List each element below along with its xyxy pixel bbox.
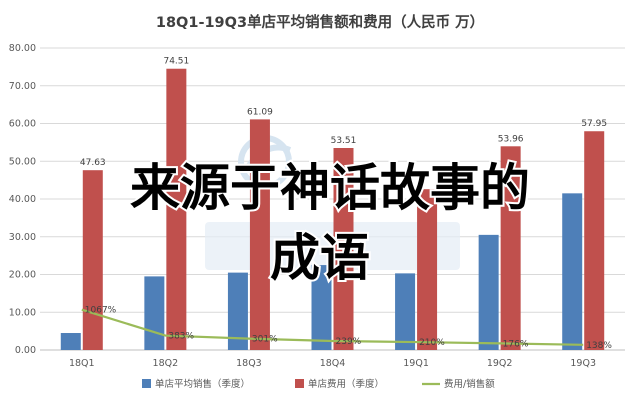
sales-bar <box>311 265 332 350</box>
sales-bar <box>227 272 248 350</box>
x-category-label: 19Q3 <box>570 358 596 369</box>
cost-data-label: 57.95 <box>581 119 607 129</box>
legend-label: 单店平均销售（季度） <box>155 378 250 390</box>
cost-data-label: 61.09 <box>247 107 273 117</box>
ratio-data-label: 1067% <box>85 306 117 316</box>
ratio-data-label: 301% <box>252 335 278 345</box>
x-category-label: 18Q3 <box>236 358 262 369</box>
ratio-data-label: 138% <box>586 341 612 351</box>
x-category-label: 18Q1 <box>69 358 95 369</box>
legend-label: 费用/销售额 <box>444 378 495 390</box>
sales-bar <box>144 276 165 350</box>
overlay-caption: 来源于神话故事的 成语 <box>128 157 532 289</box>
legend-swatch <box>295 379 304 388</box>
series-ratio-labels: 1067% 383% 301% 239% 210% 176% 138% <box>85 306 613 351</box>
chart-title: 18Q1-19Q3单店平均销售额和费用（人民币 万） <box>156 13 484 31</box>
series-ratio-line <box>81 308 584 346</box>
y-tick-label: 10.00 <box>9 307 36 318</box>
sales-bar <box>562 193 583 350</box>
cost-bar <box>333 147 354 350</box>
ratio-data-label: 210% <box>419 338 445 348</box>
series-cost-bars <box>82 68 605 351</box>
x-category-label: 19Q2 <box>487 358 513 369</box>
x-category-label: 18Q2 <box>153 358 179 369</box>
legend-label: 单店费用（季度） <box>308 378 384 390</box>
legend-swatch <box>142 379 151 388</box>
x-axis-categories: 18Q1 18Q2 18Q3 18Q4 19Q1 19Q2 19Q3 <box>69 358 596 369</box>
cost-bar <box>82 170 103 350</box>
sales-bar <box>60 333 81 350</box>
series-cost-labels: 47.63 74.51 61.09 53.51 53.96 57.95 <box>80 57 607 168</box>
ratio-data-label: 239% <box>336 337 362 347</box>
cost-data-label: 47.63 <box>80 158 106 168</box>
cost-data-label: 53.96 <box>498 134 524 144</box>
x-category-label: 19Q1 <box>403 358 429 369</box>
y-tick-label: 70.00 <box>9 81 36 92</box>
cost-data-label: 53.51 <box>331 136 357 146</box>
ratio-data-label: 383% <box>168 332 194 342</box>
y-axis-ticks: 0.00 10.00 20.00 30.00 40.00 50.00 60.00 70.00 8… <box>9 43 36 356</box>
cost-bar <box>166 68 187 351</box>
grid-lines <box>40 47 625 351</box>
ratio-line-path <box>81 308 584 346</box>
cost-bar <box>249 119 270 350</box>
cost-data-label: 74.51 <box>163 57 189 67</box>
y-tick-label: 60.00 <box>9 119 36 130</box>
series-sales-bars <box>60 193 583 350</box>
x-category-label: 18Q4 <box>320 358 346 369</box>
cost-bar <box>584 131 605 350</box>
overlay-line-2: 成语 <box>270 229 370 287</box>
cost-bar <box>500 146 521 350</box>
y-tick-label: 50.00 <box>9 156 36 167</box>
y-tick-label: 0.00 <box>15 345 36 356</box>
sales-bar <box>478 234 499 350</box>
sales-bar <box>395 273 416 350</box>
overlay-line-1: 来源于神话故事的 <box>130 159 530 217</box>
y-tick-label: 40.00 <box>9 194 36 205</box>
ratio-data-label: 176% <box>503 339 529 349</box>
y-tick-label: 20.00 <box>9 270 36 281</box>
y-tick-label: 80.00 <box>9 43 36 54</box>
y-tick-label: 30.00 <box>9 232 36 243</box>
legend: 单店平均销售（季度） 单店费用（季度） 费用/销售额 <box>142 378 495 390</box>
cost-bar <box>417 189 438 350</box>
